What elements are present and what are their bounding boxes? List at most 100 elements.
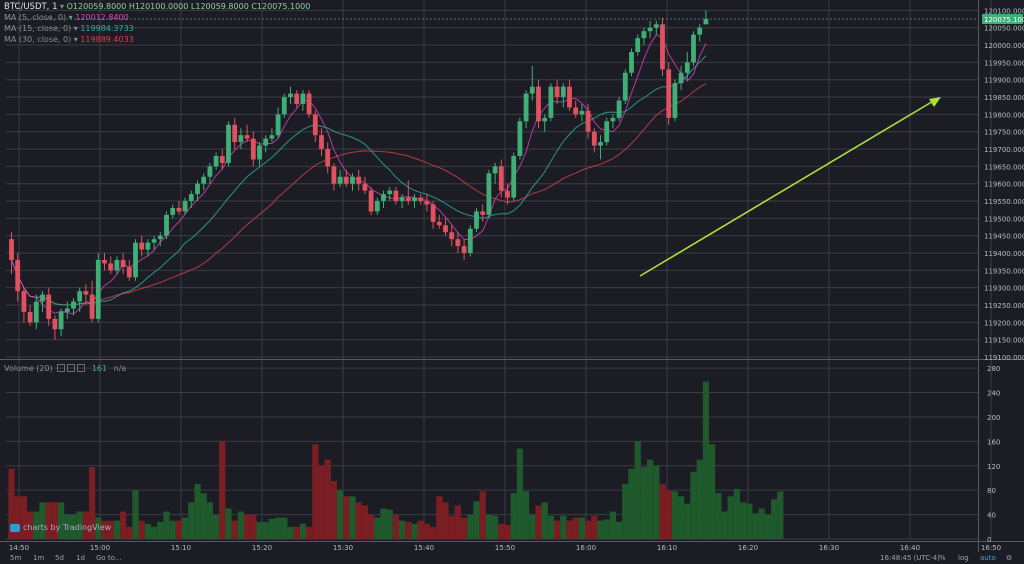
candle (176, 201, 182, 215)
candle-body (139, 242, 145, 250)
gear-icon[interactable]: ⚙ (1006, 554, 1013, 562)
candle (40, 291, 45, 312)
candle (449, 225, 455, 247)
volume-bar (467, 514, 474, 539)
candle-body (399, 197, 405, 202)
volume-tick-label: 120 (987, 463, 1000, 471)
price-tick-label: 119150.0000 (984, 337, 1024, 345)
volume-bars (8, 381, 784, 539)
candle-body (275, 114, 281, 136)
volume-bar (547, 515, 554, 539)
volume-bar (442, 502, 449, 539)
volume-bar (386, 509, 393, 539)
candle-body (343, 176, 349, 184)
chevron-down-icon[interactable]: ▾ (68, 13, 76, 22)
settings-icon[interactable] (67, 364, 76, 372)
candle (517, 117, 523, 160)
volume-bar (504, 524, 511, 539)
candle-body (201, 176, 207, 184)
price-tick-label: 119300.0000 (984, 285, 1024, 293)
candle (281, 93, 287, 118)
candle-body (58, 311, 64, 330)
volume-bar (622, 484, 629, 539)
volume-bar (318, 465, 325, 539)
eye-icon[interactable] (57, 364, 66, 372)
candle (622, 69, 628, 104)
auto-toggle[interactable]: auto (980, 554, 996, 562)
candle (610, 114, 616, 129)
volume-bar (76, 511, 83, 539)
candle (250, 131, 256, 167)
candle-body (622, 72, 628, 101)
volume-bar (82, 511, 89, 539)
candle (9, 232, 14, 274)
volume-bar (423, 523, 430, 539)
volume-bar (647, 459, 654, 539)
candle (616, 97, 622, 122)
volume-bar (107, 520, 114, 539)
volume-bar (219, 441, 226, 539)
candle (498, 159, 504, 198)
candle-body (585, 110, 591, 132)
candle (207, 162, 213, 184)
timeframe-1m[interactable]: 1m (33, 554, 45, 562)
timeframe-1d[interactable]: 1d (76, 554, 85, 562)
tradingview-watermark[interactable]: charts by TradingView (10, 523, 111, 532)
candle (381, 190, 386, 208)
symbol-title[interactable]: BTC/USDT, 1 (4, 2, 58, 12)
indicator-ma30[interactable]: MA (30, close, 0) ▾ 119889.4033 (4, 34, 134, 45)
candle-body (387, 190, 393, 195)
volume-legend[interactable]: Volume (20) 161 n/a (4, 363, 126, 374)
timezone-clock[interactable]: 16:48:45 (UTC-4) (880, 554, 940, 562)
candle-body (647, 27, 653, 32)
volume-bar (498, 523, 505, 539)
volume-bar (653, 465, 660, 539)
candle-body (635, 38, 641, 52)
indicator-ma15[interactable]: MA (15, close, 0) ▾ 119984.3733 (4, 23, 134, 34)
volume-bar (411, 523, 418, 539)
percent-toggle[interactable]: % (939, 554, 946, 562)
candle (480, 204, 486, 222)
volume-bar (330, 481, 337, 539)
candle (604, 117, 610, 146)
candle-body (126, 266, 132, 278)
candle (647, 20, 653, 39)
candle-body (157, 235, 163, 240)
arrow-shaft (639, 99, 936, 277)
candle (585, 103, 591, 139)
price-tick-label: 119650.0000 (984, 163, 1024, 171)
close-icon[interactable] (77, 364, 86, 372)
chevron-down-icon[interactable]: ▾ (73, 35, 81, 44)
timeframe-5d[interactable]: 5d (55, 554, 64, 562)
indicator-ma5[interactable]: MA (5, close, 0) ▾ 120012.8400 (4, 12, 129, 23)
candle (294, 90, 300, 108)
candle-body (523, 93, 529, 122)
candle (660, 17, 665, 77)
log-toggle[interactable]: log (958, 554, 969, 562)
price-tick-label: 119950.0000 (984, 59, 1024, 67)
volume-bar (640, 466, 647, 539)
trend-arrow (639, 97, 941, 277)
volume-tick-label: 40 (987, 512, 996, 520)
chevron-down-icon[interactable]: ▾ (60, 2, 67, 11)
candle (139, 235, 145, 257)
volume-bar (194, 484, 201, 539)
volume-bar (225, 508, 232, 539)
volume-bar (89, 466, 96, 539)
volume-bar (20, 496, 27, 539)
chevron-down-icon[interactable]: ▾ (73, 24, 81, 33)
candle (195, 180, 200, 202)
candle (33, 294, 39, 330)
indicator-value: 119984.3733 (80, 24, 134, 33)
price-axis: 120100.0000 120050.0000 120000.0000 119950.… (982, 7, 1024, 362)
volume-bar (144, 523, 151, 539)
volume-tick-label: 80 (987, 487, 996, 495)
volume-bar (733, 488, 740, 539)
goto-button[interactable]: Go to... (96, 554, 122, 562)
timeframe-5m[interactable]: 5m (10, 554, 22, 562)
candle-body (678, 72, 684, 84)
candle-body (244, 135, 250, 139)
volume-bar (281, 517, 288, 539)
